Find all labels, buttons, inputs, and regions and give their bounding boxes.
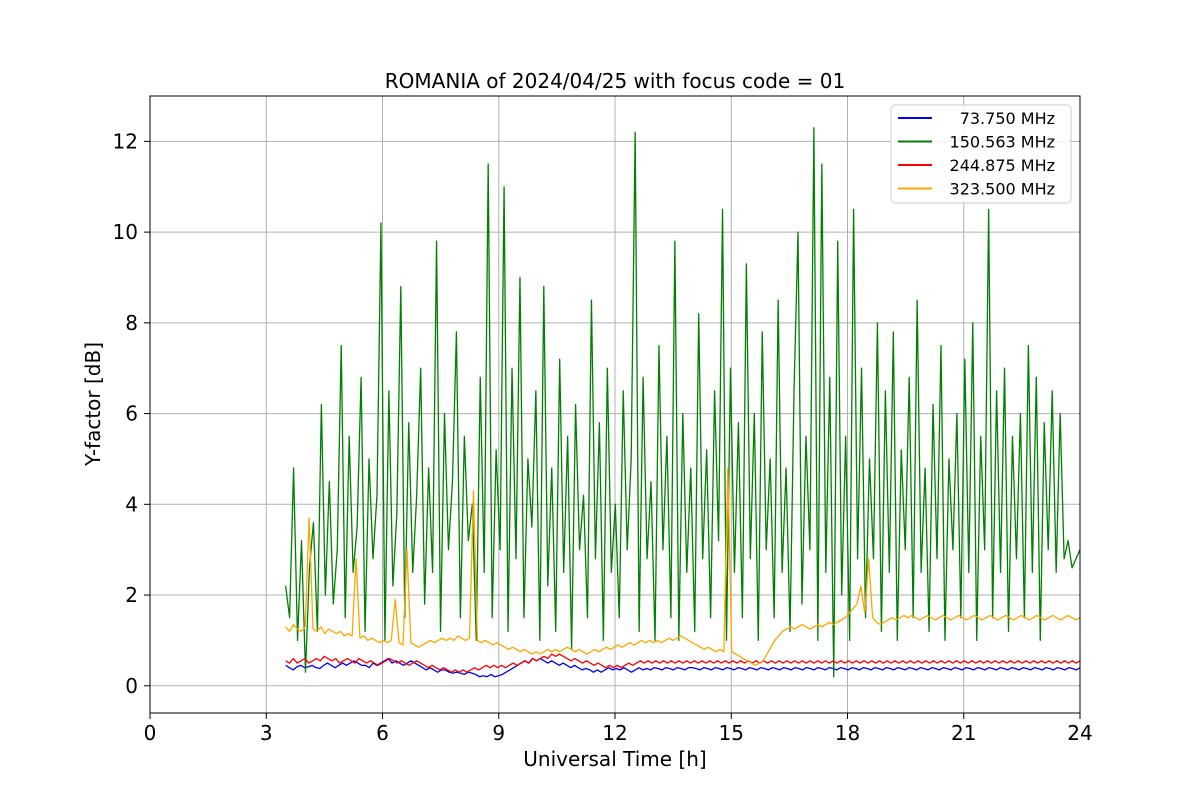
chart-title: ROMANIA of 2024/04/25 with focus code = …	[385, 69, 845, 93]
y-tick-label: 12	[113, 129, 138, 153]
series-line-3	[285, 467, 1081, 667]
legend-box	[890, 104, 1072, 204]
legend-label-3: 323.500 MHz	[950, 180, 1055, 199]
y-tick-label: 8	[125, 311, 138, 335]
series-line-2	[285, 653, 1081, 673]
x-tick-label: 0	[144, 721, 157, 745]
legend-label-0: 73.750 MHz	[960, 109, 1055, 128]
x-tick-label: 12	[602, 721, 627, 745]
series-line-1	[284, 127, 1081, 678]
y-axis-label: Y-factor [dB]	[81, 342, 105, 467]
x-axis-label: Universal Time [h]	[523, 747, 706, 771]
plot-area	[284, 127, 1081, 678]
legend: 73.750 MHz 150.563 MHz 244.875 MHz 323.500 …	[890, 104, 1072, 204]
x-tick-label: 6	[376, 721, 389, 745]
x-tick-label: 3	[260, 721, 273, 745]
y-tick-label: 10	[113, 220, 138, 244]
x-tick-label: 15	[719, 721, 744, 745]
legend-label-2: 244.875 MHz	[950, 156, 1055, 175]
x-tick-label: 24	[1067, 721, 1092, 745]
series-line-0	[285, 657, 1081, 678]
y-tick-label: 0	[125, 674, 138, 698]
x-tick-label: 21	[951, 721, 976, 745]
y-tick-label: 2	[125, 583, 138, 607]
y-tick-label: 6	[125, 402, 138, 426]
x-tick-label: 9	[492, 721, 505, 745]
legend-label-1: 150.563 MHz	[950, 133, 1055, 152]
y-tick-label: 4	[125, 492, 138, 516]
x-tick-label: 18	[835, 721, 860, 745]
